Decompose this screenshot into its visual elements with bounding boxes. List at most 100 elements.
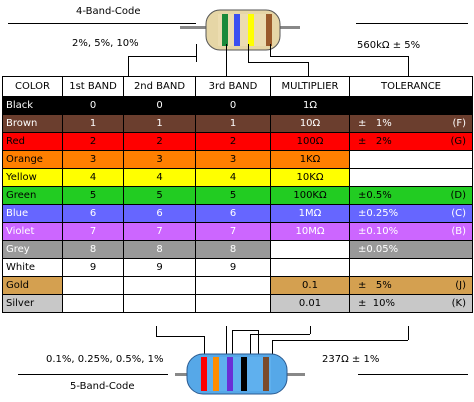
tolerance-value: ±0.10% (358, 226, 399, 237)
table-header-row: COLOR 1st BAND 2nd BAND 3rd BAND MULTIPL… (2, 76, 473, 97)
band2-digit-blue: 6 (123, 204, 196, 223)
band2-digit-silver (123, 294, 196, 313)
band2-digit-green: 5 (123, 186, 196, 205)
header-multiplier: MULTIPLIER (270, 76, 350, 97)
multiplier-red: 100Ω (270, 132, 350, 151)
table-row: Silver 0.01 ± 10% (K) (2, 294, 473, 313)
table-row: Yellow 4 4 4 10KΩ (2, 168, 473, 187)
band1-digit-black: 0 (62, 96, 124, 115)
tolerance-letter-code: (D) (450, 190, 466, 201)
tolerance-letter-code: (C) (451, 208, 466, 219)
color-name-grey: Grey (2, 240, 63, 259)
tolerance-orange (349, 150, 473, 169)
color-name-red: Red (2, 132, 63, 151)
five-band-title: 5-Band-Code (70, 381, 135, 392)
color-name-gold: Gold (2, 276, 63, 295)
band1-digit-silver (62, 294, 124, 313)
band2-digit-brown: 1 (123, 114, 196, 133)
four-band-resistor-icon (180, 9, 300, 51)
tolerance-value: ± 10% (358, 298, 395, 309)
four-band-tolerance-note: 2%, 5%, 10% (72, 38, 139, 49)
tolerance-violet: ±0.10% (B) (349, 222, 473, 241)
band1-digit-grey: 8 (62, 240, 124, 259)
multiplier-orange: 1KΩ (270, 150, 350, 169)
table-row: Brown 1 1 1 10Ω ± 1% (F) (2, 114, 473, 133)
multiplier-brown: 10Ω (270, 114, 350, 133)
tolerance-black (349, 96, 473, 115)
band2-digit-red: 2 (123, 132, 196, 151)
tolerance-value: ± 1% (358, 118, 392, 129)
band2-digit-grey: 8 (123, 240, 196, 259)
color-name-black: Black (2, 96, 63, 115)
five-band-tolerance-note: 0.1%, 0.25%, 0.5%, 1% (46, 354, 164, 365)
band1-digit-gold (62, 276, 124, 295)
four-band-example-value: 560kΩ ± 5% (357, 40, 421, 51)
header-tolerance: TOLERANCE (349, 76, 473, 97)
band2-digit-white: 9 (123, 258, 196, 277)
color-name-green: Green (2, 186, 63, 205)
tolerance-brown: ± 1% (F) (349, 114, 473, 133)
table-row: Blue 6 6 6 1MΩ ±0.25% (C) (2, 204, 473, 223)
band3-digit-black: 0 (195, 96, 271, 115)
band3-digit-brown: 1 (195, 114, 271, 133)
tolerance-red: ± 2% (G) (349, 132, 473, 151)
band1-digit-green: 5 (62, 186, 124, 205)
five-band-example-rule (358, 374, 468, 375)
tolerance-letter-code: (K) (451, 298, 466, 309)
tolerance-value: ± 5% (358, 280, 392, 291)
band2-digit-black: 0 (123, 96, 196, 115)
tolerance-value: ±0.25% (358, 208, 399, 219)
color-name-white: White (2, 258, 63, 277)
multiplier-blue: 1MΩ (270, 204, 350, 223)
header-color: COLOR (2, 76, 63, 97)
header-3rd-band: 3rd BAND (195, 76, 271, 97)
tolerance-yellow (349, 168, 473, 187)
multiplier-green: 100KΩ (270, 186, 350, 205)
header-1st-band: 1st BAND (62, 76, 124, 97)
color-name-brown: Brown (2, 114, 63, 133)
band2-digit-violet: 7 (123, 222, 196, 241)
five-band-band-2 (213, 357, 219, 391)
five-band-resistor-icon (175, 353, 305, 395)
band2-digit-gold (123, 276, 196, 295)
tolerance-gold: ± 5% (J) (349, 276, 473, 295)
color-name-blue: Blue (2, 204, 63, 223)
tolerance-blue: ±0.25% (C) (349, 204, 473, 223)
four-band-title: 4-Band-Code (76, 6, 141, 17)
five-band-band-4 (241, 357, 247, 391)
four-band-band-1 (222, 14, 228, 46)
band3-digit-gold (195, 276, 271, 295)
multiplier-gold: 0.1 (270, 276, 350, 295)
table-row: Black 0 0 0 1Ω (2, 96, 473, 115)
tolerance-letter-code: (G) (450, 136, 466, 147)
color-name-yellow: Yellow (2, 168, 63, 187)
table-row: Grey 8 8 8 ±0.05% (2, 240, 473, 259)
band1-digit-brown: 1 (62, 114, 124, 133)
table-row: Green 5 5 5 100KΩ ±0.5% (D) (2, 186, 473, 205)
band2-digit-yellow: 4 (123, 168, 196, 187)
five-band-example-value: 237Ω ± 1% (322, 354, 380, 365)
multiplier-white (270, 258, 350, 277)
band3-digit-silver (195, 294, 271, 313)
tolerance-value: ±0.05% (358, 244, 399, 255)
band3-digit-white: 9 (195, 258, 271, 277)
band3-digit-red: 2 (195, 132, 271, 151)
band3-digit-orange: 3 (195, 150, 271, 169)
five-band-band-3 (227, 357, 233, 391)
multiplier-silver: 0.01 (270, 294, 350, 313)
tolerance-value: ±0.5% (358, 190, 392, 201)
table-row: White 9 9 9 (2, 258, 473, 277)
band1-digit-violet: 7 (62, 222, 124, 241)
band1-digit-yellow: 4 (62, 168, 124, 187)
color-name-violet: Violet (2, 222, 63, 241)
five-band-band-1 (201, 357, 207, 391)
tolerance-letter-code: (B) (451, 226, 466, 237)
band1-digit-red: 2 (62, 132, 124, 151)
color-name-orange: Orange (2, 150, 63, 169)
tolerance-green: ±0.5% (D) (349, 186, 473, 205)
tolerance-letter-code: (J) (455, 280, 466, 291)
color-name-silver: Silver (2, 294, 63, 313)
tolerance-grey: ±0.05% (349, 240, 473, 259)
four-band-band-4 (266, 14, 272, 46)
band1-digit-blue: 6 (62, 204, 124, 223)
